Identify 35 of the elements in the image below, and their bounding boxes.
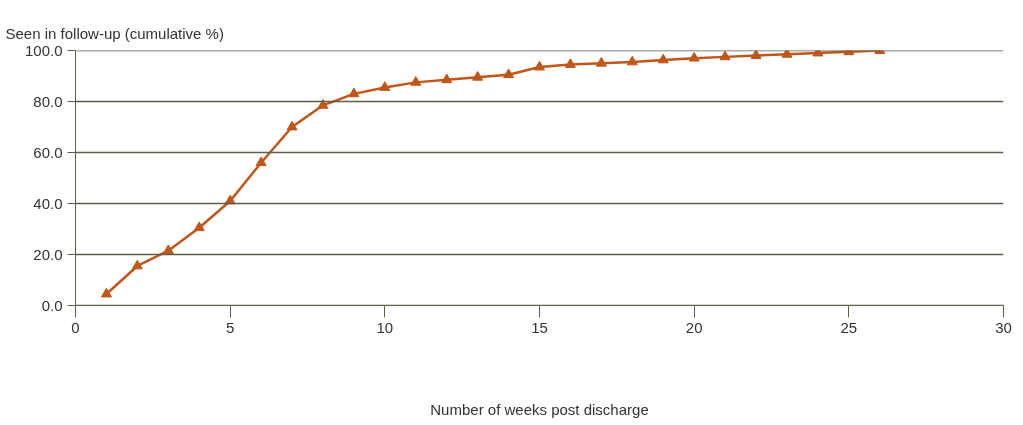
y-tick-label: 20.0 <box>33 245 63 263</box>
y-tick-label: 80.0 <box>33 92 63 110</box>
point <box>193 221 205 232</box>
point <box>379 81 391 91</box>
x-tick-label: 0 <box>71 318 80 336</box>
y-axis-title: Seen in follow-up (cumulative %) <box>5 24 224 42</box>
point <box>348 87 360 98</box>
point <box>595 56 607 67</box>
point <box>410 76 422 86</box>
point <box>750 50 762 59</box>
point <box>255 156 267 167</box>
x-tick-label: 10 <box>376 318 394 336</box>
point <box>503 68 515 79</box>
x-tick-label: 20 <box>685 318 703 336</box>
y-tick-label: 60.0 <box>33 143 63 161</box>
x-tick-label: 25 <box>840 318 858 336</box>
y-tick-label: 100.0 <box>24 41 63 59</box>
x-tick-label: 15 <box>531 318 548 336</box>
y-tick-label: 0.0 <box>41 296 63 314</box>
point <box>719 50 731 61</box>
point <box>564 58 576 68</box>
point <box>317 99 329 109</box>
point <box>534 60 545 71</box>
point <box>626 55 638 66</box>
point <box>286 120 298 131</box>
point <box>688 51 700 62</box>
point <box>472 71 484 81</box>
x-tick-label: 30 <box>995 318 1012 336</box>
point <box>131 259 143 270</box>
x-tick-label: 5 <box>226 318 235 336</box>
point <box>441 73 453 84</box>
point <box>657 53 669 64</box>
point <box>100 287 112 298</box>
y-tick-label: 40.0 <box>33 194 63 212</box>
x-axis-title: Number of weeks post discharge <box>430 400 649 418</box>
